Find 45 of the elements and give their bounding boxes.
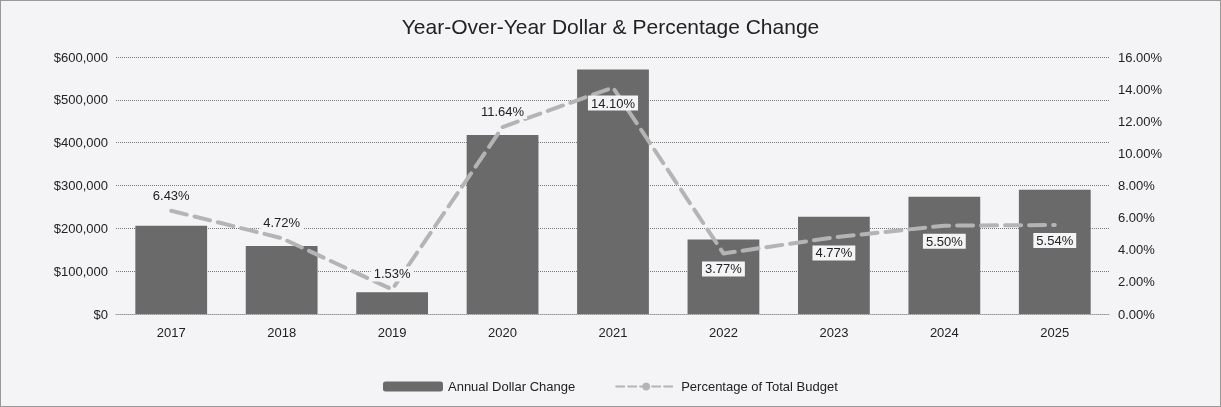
x-tick-label: 2018 <box>267 325 297 340</box>
y-tick-label: $300,000 <box>53 178 108 193</box>
legend-label: Annual Dollar Change <box>447 379 576 394</box>
data-label: 4.72% <box>263 215 301 231</box>
x-tick-label: 2024 <box>929 325 959 340</box>
data-label: 3.77% <box>705 261 743 277</box>
bar <box>135 225 208 314</box>
y-tick-label: $600,000 <box>53 49 108 65</box>
legend-label: Percentage of Total Budget <box>681 379 839 394</box>
bar <box>356 292 429 314</box>
bar <box>577 69 649 314</box>
x-tick-label: 2023 <box>819 325 849 340</box>
y-tick-label: $400,000 <box>53 135 108 151</box>
y2-tick-label: 0.00% <box>1118 306 1156 322</box>
data-label: 14.10% <box>590 95 636 111</box>
data-label: 4.77% <box>815 245 853 261</box>
bar <box>245 245 318 314</box>
y-tick-label: $100,000 <box>53 263 108 279</box>
data-label: 11.64% <box>480 104 525 120</box>
data-label: 5.54% <box>1036 233 1074 249</box>
data-label: 6.43% <box>152 187 191 203</box>
data-label: 1.53% <box>373 266 411 282</box>
x-tick-label: 2022 <box>708 325 738 340</box>
bar <box>1018 189 1091 314</box>
y2-tick-label: 14.00% <box>1118 81 1163 97</box>
bar <box>466 134 539 314</box>
data-label: 5.50% <box>925 233 964 249</box>
y2-tick-label: 8.00% <box>1118 178 1156 193</box>
x-tick-label: 2017 <box>156 325 186 340</box>
bar <box>908 196 981 314</box>
y-tick-label: $500,000 <box>53 92 108 108</box>
x-tick-label: 2021 <box>598 325 628 340</box>
x-tick-label: 2019 <box>377 325 407 340</box>
chart-title: Year-Over-Year Dollar & Percentage Change <box>401 15 820 38</box>
y-tick-label: $0 <box>93 306 108 322</box>
y2-tick-label: 6.00% <box>1118 210 1156 226</box>
bar <box>797 216 870 314</box>
y2-tick-label: 16.00% <box>1118 49 1163 65</box>
y2-tick-label: 4.00% <box>1118 242 1156 258</box>
x-tick-label: 2025 <box>1040 325 1070 340</box>
y2-tick-label: 12.00% <box>1118 113 1163 129</box>
y2-tick-label: 2.00% <box>1118 274 1156 290</box>
y-tick-label: $200,000 <box>53 220 108 236</box>
x-tick-label: 2020 <box>488 325 518 340</box>
y2-tick-label: 10.00% <box>1118 145 1163 161</box>
